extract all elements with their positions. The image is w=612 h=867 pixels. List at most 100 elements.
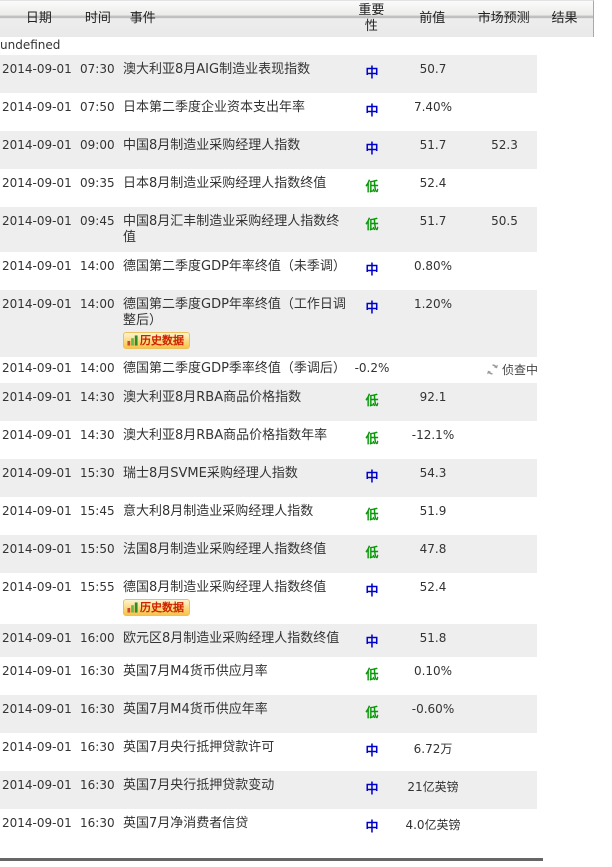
forecast-cell bbox=[472, 497, 537, 535]
time-cell: 09:45 bbox=[80, 214, 115, 228]
history-data-link[interactable]: 历史数据 bbox=[123, 332, 190, 349]
time-cell: 14:30 bbox=[80, 428, 115, 442]
event-title: 德国第二季度GDP季率终值（季调后） bbox=[123, 361, 346, 376]
prev-cell: -12.1% bbox=[411, 428, 455, 442]
importance-cell: 中 bbox=[365, 104, 379, 119]
table-row: 2014-09-01 14:00 德国第二季度GDP年率终值（工作日调整后） 历… bbox=[0, 290, 594, 357]
time-cell: 15:45 bbox=[80, 504, 115, 518]
bottom-divider bbox=[0, 858, 543, 861]
result-cell bbox=[537, 733, 594, 771]
importance-cell: 低 bbox=[365, 432, 379, 447]
col-header-forecast: 市场预测 bbox=[477, 11, 530, 26]
forecast-cell: 50.5 bbox=[472, 207, 537, 252]
table-row: 2014-09-01 15:50 法国8月制造业采购经理人指数终值 低 47.8 bbox=[0, 535, 594, 573]
date-cell: 2014-09-01 bbox=[2, 259, 72, 273]
event-cell: 德国第二季度GDP年率终值（工作日调整后） 历史数据 bbox=[118, 290, 350, 357]
time-cell: 09:35 bbox=[80, 176, 115, 190]
importance-cell: 低 bbox=[365, 668, 379, 683]
table-row: 2014-09-01 07:30 澳大利亚8月AIG制造业表现指数 中 50.7 bbox=[0, 55, 594, 93]
forecast-value: 50.5 bbox=[491, 214, 518, 228]
bar-chart-icon bbox=[127, 602, 138, 613]
date-cell: 2014-09-01 bbox=[2, 778, 72, 792]
table-header: 日期 时间 事件 重要性 前值 市场预测 结果 bbox=[0, 0, 594, 37]
importance-cell: -0.2% bbox=[354, 361, 390, 375]
importance-cell: 低 bbox=[365, 180, 379, 195]
event-cell: 德国8月制造业采购经理人指数终值 历史数据 bbox=[118, 573, 350, 624]
undefined-label: undefined bbox=[0, 38, 61, 52]
refresh-icon bbox=[487, 364, 498, 375]
table-row: 2014-09-01 09:00 中国8月制造业采购经理人指数 中 51.7 5… bbox=[0, 131, 594, 169]
checking-status[interactable]: 侦查中 bbox=[486, 361, 538, 378]
time-cell: 16:30 bbox=[80, 816, 115, 830]
prev-cell: 92.1 bbox=[419, 390, 447, 404]
event-title: 英国7月央行抵押贷款变动 bbox=[123, 778, 275, 793]
forecast-cell bbox=[472, 573, 537, 624]
col-header-prev: 前值 bbox=[419, 11, 446, 26]
forecast-cell bbox=[472, 252, 537, 290]
date-cell: 2014-09-01 bbox=[2, 176, 72, 190]
importance-cell: 中 bbox=[365, 142, 379, 157]
result-cell bbox=[537, 131, 594, 169]
event-title: 意大利8月制造业采购经理人指数 bbox=[123, 504, 314, 519]
result-cell bbox=[537, 169, 594, 207]
event-title: 德国8月制造业采购经理人指数终值 bbox=[123, 580, 327, 595]
time-cell: 15:30 bbox=[80, 466, 115, 480]
date-cell: 2014-09-01 bbox=[2, 702, 72, 716]
forecast-cell bbox=[472, 535, 537, 573]
forecast-cell: 52.3 bbox=[472, 131, 537, 169]
result-cell bbox=[537, 55, 594, 93]
result-cell bbox=[537, 497, 594, 535]
time-cell: 07:30 bbox=[80, 62, 115, 76]
col-header-importance: 重要性 bbox=[349, 3, 393, 35]
event-cell: 瑞士8月SVME采购经理人指数 bbox=[118, 459, 350, 497]
event-cell: 英国7月M4货币供应年率 bbox=[118, 695, 350, 733]
prev-cell: 50.7 bbox=[419, 62, 447, 76]
event-title: 澳大利亚8月RBA商品价格指数年率 bbox=[123, 428, 328, 443]
event-cell: 英国7月央行抵押贷款许可 bbox=[118, 733, 350, 771]
event-title: 瑞士8月SVME采购经理人指数 bbox=[123, 466, 298, 481]
time-cell: 16:30 bbox=[80, 664, 115, 678]
table-row: 2014-09-01 16:30 英国7月央行抵押贷款许可 中 6.72万 bbox=[0, 733, 594, 771]
forecast-cell bbox=[472, 733, 537, 771]
result-cell bbox=[537, 93, 594, 131]
importance-cell: 中 bbox=[365, 744, 379, 759]
forecast-cell bbox=[472, 93, 537, 131]
importance-cell: 中 bbox=[365, 820, 379, 835]
date-cell: 2014-09-01 bbox=[2, 816, 72, 830]
event-cell: 中国8月汇丰制造业采购经理人指数终值 bbox=[118, 207, 350, 252]
event-title: 法国8月制造业采购经理人指数终值 bbox=[123, 542, 327, 557]
forecast-cell bbox=[472, 383, 537, 421]
table-row: 2014-09-01 14:00 德国第二季度GDP年率终值（未季调） 中 0.… bbox=[0, 252, 594, 290]
table-row: 2014-09-01 09:45 中国8月汇丰制造业采购经理人指数终值 低 51… bbox=[0, 207, 594, 252]
importance-cell: 中 bbox=[365, 635, 379, 650]
result-cell bbox=[537, 357, 594, 383]
importance-cell: 中 bbox=[365, 470, 379, 485]
event-cell: 英国7月净消费者信贷 bbox=[118, 809, 350, 847]
event-title: 英国7月净消费者信贷 bbox=[123, 816, 249, 831]
importance-cell: 中 bbox=[365, 584, 379, 599]
time-cell: 16:30 bbox=[80, 740, 115, 754]
event-cell: 日本第二季度企业资本支出年率 bbox=[118, 93, 350, 131]
col-header-date: 日期 bbox=[25, 11, 52, 26]
date-cell: 2014-09-01 bbox=[2, 361, 72, 375]
prev-cell: 51.8 bbox=[419, 631, 447, 645]
prev-cell: 51.9 bbox=[419, 504, 447, 518]
forecast-cell: 侦查中 bbox=[472, 357, 538, 383]
history-data-link[interactable]: 历史数据 bbox=[123, 599, 190, 616]
date-cell: 2014-09-01 bbox=[2, 100, 72, 114]
date-cell: 2014-09-01 bbox=[2, 62, 72, 76]
forecast-cell bbox=[472, 695, 537, 733]
event-cell: 英国7月央行抵押贷款变动 bbox=[118, 771, 350, 809]
table-row: 2014-09-01 14:00 德国第二季度GDP季率终值（季调后） -0.2… bbox=[0, 357, 594, 383]
col-header-time: 时间 bbox=[84, 11, 111, 26]
col-header-importance-label: 重要性 bbox=[358, 3, 385, 34]
time-cell: 16:30 bbox=[80, 778, 115, 792]
result-cell bbox=[537, 535, 594, 573]
table-row: 2014-09-01 16:00 欧元区8月制造业采购经理人指数终值 中 51.… bbox=[0, 624, 594, 657]
forecast-value: 52.3 bbox=[491, 138, 518, 152]
prev-cell: 7.40% bbox=[413, 100, 453, 114]
forecast-cell bbox=[472, 624, 537, 657]
time-cell: 14:00 bbox=[80, 259, 115, 273]
prev-cell: 52.4 bbox=[419, 580, 447, 594]
